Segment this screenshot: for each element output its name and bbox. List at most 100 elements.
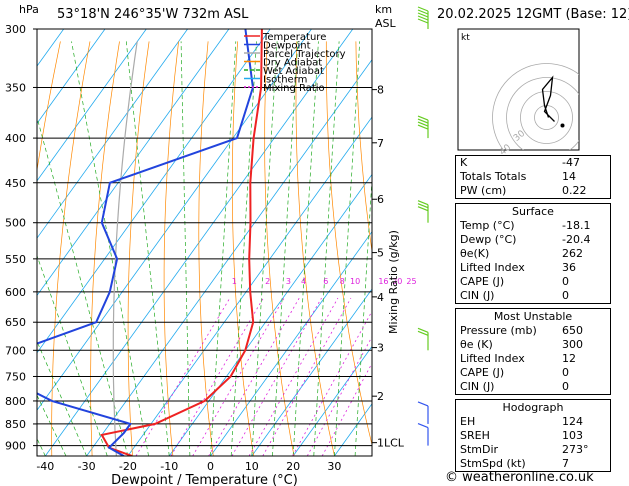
- datetime-title: 20.02.2025 12GMT (Base: 12): [437, 7, 629, 22]
- stat-value: 12: [562, 352, 576, 365]
- parcel-trajectory-line: [112, 41, 138, 456]
- mixing-ratio-label: 4: [301, 277, 306, 286]
- hodograph-box: Hodograph EH 124 SREH 103 StmDir 273° StmSpd (…: [455, 399, 611, 472]
- stat-value: -20.4: [562, 233, 591, 246]
- wind-barb-flag: [417, 401, 429, 407]
- legend-label: Wet Adiabat: [263, 66, 324, 77]
- dewpoint-line: [37, 29, 254, 456]
- isotherm-line: [37, 29, 230, 297]
- legend-label: Parcel Trajectory: [263, 49, 346, 60]
- stat-row: Totals Totals 14: [456, 170, 610, 184]
- surface-box: Surface Temp (°C) -18.1 Dewp (°C) -20.4 θe(K…: [455, 203, 611, 304]
- stat-row: θe (K) 300: [456, 338, 610, 352]
- km-tick-label: 1LCL: [377, 437, 405, 450]
- isotherm-line: [37, 29, 106, 125]
- stat-value: 36: [562, 261, 576, 274]
- stat-row: Lifted Index 12: [456, 352, 610, 366]
- mixing-ratio-line: [248, 297, 339, 456]
- surface-title: Surface: [512, 205, 554, 218]
- stat-label: CAPE (J): [460, 366, 505, 379]
- stat-row: PW (cm) 0.22: [456, 184, 610, 198]
- stat-row: EH 124: [456, 415, 610, 429]
- stat-value: 0: [562, 366, 569, 379]
- mixing-ratio-label: 10: [350, 277, 360, 286]
- isotherm-line: [37, 29, 312, 411]
- mixing-ratio-line: [292, 310, 372, 456]
- most-unstable-title: Most Unstable: [493, 310, 573, 323]
- km-label: km: [375, 3, 393, 16]
- mixing-ratio-line: [208, 297, 300, 456]
- wind-barb-flag: [417, 124, 429, 130]
- km-tick-label: 4: [377, 291, 384, 304]
- pressure-tick-label: 550: [5, 253, 26, 266]
- stat-row: StmSpd (kt) 7: [456, 457, 610, 471]
- isotherm-line: [251, 288, 372, 456]
- wet-adiabat-line: [37, 254, 108, 456]
- mixing-ratio-label: 8: [340, 277, 345, 286]
- wet-adiabat-line: [272, 41, 299, 456]
- temperature-tick-label: -30: [78, 460, 96, 473]
- wet-adiabat-line: [125, 41, 170, 456]
- stat-label: Totals Totals: [460, 170, 527, 183]
- wind-barb-flag: [417, 423, 429, 429]
- temperature-tick-label: 0: [207, 460, 214, 473]
- copyright: © weatheronline.co.uk: [445, 470, 594, 485]
- legend-label: Dewpoint: [263, 41, 311, 52]
- pressure-tick-label: 700: [5, 344, 26, 357]
- stat-label: CIN (J): [460, 380, 495, 393]
- wet-adiabat-line: [334, 41, 361, 456]
- wind-barb-flag: [417, 327, 429, 333]
- legend-label: Temperature: [262, 32, 326, 43]
- dry-adiabat-line: [325, 41, 372, 447]
- isotherm-line: [37, 29, 147, 182]
- x-axis-label: Dewpoint / Temperature (°C): [111, 473, 298, 486]
- isotherm-line: [210, 231, 372, 456]
- wind-barb-flag: [417, 330, 429, 336]
- stat-value: -18.1: [562, 219, 591, 232]
- stat-value: 7: [562, 457, 569, 470]
- wet-adiabat-line: [71, 41, 149, 456]
- hodograph-trace: [541, 75, 555, 122]
- stat-label: Lifted Index: [460, 352, 525, 365]
- wet-adiabat-line: [292, 41, 319, 456]
- wet-adiabat-line: [180, 41, 191, 456]
- stat-row: Temp (°C) -18.1: [456, 219, 610, 233]
- isotherm-line: [127, 116, 372, 456]
- wind-barb-flag: [417, 118, 429, 124]
- pressure-tick-label: 800: [5, 395, 26, 408]
- wet-adiabat-line: [354, 172, 372, 456]
- mixing-ratio-line: [306, 335, 372, 456]
- hodograph-ring: [506, 77, 579, 150]
- pressure-tick-label: 850: [5, 418, 26, 431]
- stat-label: CAPE (J): [460, 275, 505, 288]
- hodograph-ring: [520, 91, 573, 144]
- wet-adiabat-line: [251, 41, 278, 456]
- mixing-ratio-label: 16: [378, 277, 388, 286]
- wind-barb-flag: [417, 200, 429, 206]
- mixing-ratio-line: [170, 297, 264, 456]
- mixing-ratio-label: 3: [286, 277, 291, 286]
- asl-label: ASL: [375, 17, 396, 30]
- pressure-tick-label: 900: [5, 440, 26, 453]
- temperature-tick-label: -10: [160, 460, 178, 473]
- dry-adiabat-line: [37, 41, 61, 173]
- mixing-ratio-line: [231, 297, 322, 456]
- wind-barb-flag: [417, 6, 429, 12]
- wind-barb-flag: [417, 203, 429, 209]
- pressure-tick-label: 600: [5, 286, 26, 299]
- pressure-tick-label: 350: [5, 81, 26, 94]
- hodograph-ring: [492, 63, 579, 150]
- stat-label: EH: [460, 415, 476, 428]
- legend-label: Isotherm: [263, 75, 307, 86]
- dry-adiabat-line: [90, 41, 120, 456]
- stat-value: 0: [562, 289, 569, 302]
- isotherm-line: [37, 29, 188, 239]
- stat-row: CAPE (J) 0: [456, 366, 610, 380]
- mixing-ratio-label: 6: [323, 277, 328, 286]
- isotherm-line: [37, 29, 271, 354]
- stat-value: 14: [562, 170, 576, 183]
- stat-row: CIN (J) 0: [456, 380, 610, 394]
- stat-label: Dewp (°C): [460, 233, 517, 246]
- stat-row: CIN (J) 0: [456, 289, 610, 303]
